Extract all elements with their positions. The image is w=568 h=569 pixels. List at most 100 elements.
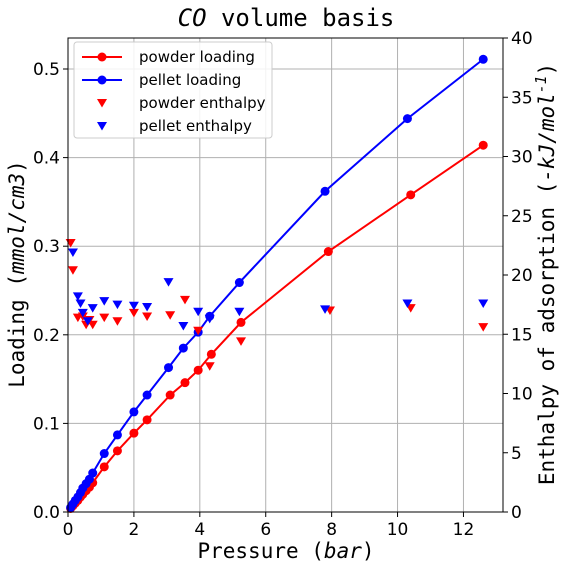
data-point bbox=[67, 248, 78, 257]
data-point bbox=[87, 320, 98, 330]
data-point bbox=[193, 365, 203, 375]
data-point bbox=[142, 302, 153, 312]
data-point bbox=[112, 300, 123, 310]
x-tick-label: 0 bbox=[63, 520, 74, 540]
data-point bbox=[204, 314, 215, 324]
data-point bbox=[129, 428, 139, 438]
x-tick-label: 10 bbox=[387, 520, 409, 540]
y2-tick-label: 15 bbox=[511, 325, 533, 345]
data-point bbox=[180, 378, 190, 388]
legend-marker bbox=[97, 99, 107, 108]
series-pellet-enthalpy bbox=[67, 248, 489, 331]
data-point bbox=[478, 299, 489, 308]
data-point bbox=[478, 140, 488, 150]
plot-series bbox=[65, 54, 489, 513]
data-point bbox=[165, 390, 175, 400]
data-point bbox=[163, 278, 174, 287]
legend-marker bbox=[97, 52, 107, 62]
data-point bbox=[77, 308, 88, 318]
data-point bbox=[142, 415, 152, 425]
data-point bbox=[193, 326, 204, 336]
data-point bbox=[234, 278, 244, 288]
data-point bbox=[406, 190, 416, 200]
legend-entry: powder enthalpy bbox=[97, 94, 266, 112]
y2-tick-label: 40 bbox=[511, 29, 533, 49]
data-point bbox=[72, 292, 83, 301]
data-point bbox=[75, 299, 86, 308]
series-line bbox=[69, 144, 484, 510]
data-point bbox=[320, 305, 331, 314]
legend-entry: pellet loading bbox=[82, 71, 241, 89]
y2-tick-label: 20 bbox=[511, 266, 533, 286]
data-point bbox=[193, 307, 204, 317]
legend-entry: pellet enthalpy bbox=[97, 117, 252, 135]
x-tick-label: 4 bbox=[194, 520, 205, 540]
x-tick-label: 2 bbox=[128, 520, 139, 540]
data-point bbox=[88, 468, 98, 478]
data-point bbox=[178, 343, 188, 353]
y2-tick-label: 35 bbox=[511, 88, 533, 108]
chart-title: CO volume basis bbox=[178, 4, 395, 32]
y2-tick-label: 10 bbox=[511, 385, 533, 405]
x-tick-label: 8 bbox=[326, 520, 337, 540]
axis-ticks: 0 2 4 6 8 10 12 0.0 0.1 0.2 0.3 0.4 0.5 0 5 10 15 20 25 30 3… bbox=[33, 29, 533, 540]
y2-axis-title: Enthalpy of adsorption (-kJ/mol-1) bbox=[533, 63, 560, 485]
data-point bbox=[236, 317, 246, 327]
y-tick-label: 0.0 bbox=[33, 503, 60, 523]
data-point bbox=[320, 186, 330, 196]
y2-tick-label: 5 bbox=[511, 444, 522, 464]
data-point bbox=[164, 363, 174, 373]
data-point bbox=[478, 323, 489, 332]
legend-box bbox=[73, 41, 273, 139]
y-tick-label: 0.2 bbox=[33, 326, 60, 346]
data-point bbox=[67, 266, 78, 275]
legend-label: powder enthalpy bbox=[139, 94, 266, 112]
y-tick-label: 0.4 bbox=[33, 149, 60, 169]
data-point bbox=[236, 337, 247, 346]
data-point bbox=[402, 299, 413, 308]
data-point bbox=[234, 307, 245, 317]
data-point bbox=[178, 321, 189, 331]
data-point bbox=[165, 311, 176, 320]
y-tick-label: 0.5 bbox=[33, 60, 60, 80]
data-point bbox=[478, 54, 488, 64]
data-point bbox=[99, 462, 109, 472]
legend-label: pellet loading bbox=[139, 71, 241, 89]
data-point bbox=[99, 449, 109, 459]
data-point bbox=[112, 446, 122, 456]
legend-label: pellet enthalpy bbox=[139, 117, 252, 135]
y-tick-label: 0.3 bbox=[33, 237, 60, 257]
legend-entry: powder loading bbox=[82, 48, 255, 66]
x-tick-label: 6 bbox=[260, 520, 271, 540]
data-point bbox=[128, 301, 139, 311]
legend-label: powder loading bbox=[139, 48, 255, 66]
data-point bbox=[87, 304, 98, 313]
data-point bbox=[323, 247, 333, 257]
data-point bbox=[142, 390, 152, 400]
data-point bbox=[206, 349, 216, 359]
data-point bbox=[99, 313, 110, 323]
legend-marker bbox=[97, 75, 107, 85]
legend: powder loading pellet loading powder entha… bbox=[73, 41, 273, 139]
data-point bbox=[402, 114, 412, 124]
x-tick-label: 12 bbox=[453, 520, 475, 540]
data-point bbox=[142, 312, 153, 321]
data-point bbox=[112, 430, 122, 440]
y-axis-title: Loading (mmol/cm3) bbox=[5, 160, 29, 388]
data-point bbox=[129, 407, 139, 417]
series-powder-loading bbox=[66, 140, 488, 513]
y2-tick-label: 25 bbox=[511, 207, 533, 227]
data-point bbox=[204, 362, 215, 371]
y2-tick-label: 30 bbox=[511, 148, 533, 168]
data-point bbox=[99, 297, 110, 306]
y-tick-label: 0.1 bbox=[33, 414, 60, 434]
data-point bbox=[82, 317, 93, 326]
data-point bbox=[179, 295, 190, 305]
data-point bbox=[112, 317, 123, 326]
series-powder-enthalpy bbox=[65, 239, 489, 371]
x-axis-title: Pressure (bar) bbox=[197, 539, 374, 563]
legend-marker bbox=[97, 122, 107, 131]
data-point bbox=[128, 308, 139, 318]
y2-tick-label: 0 bbox=[511, 503, 522, 523]
